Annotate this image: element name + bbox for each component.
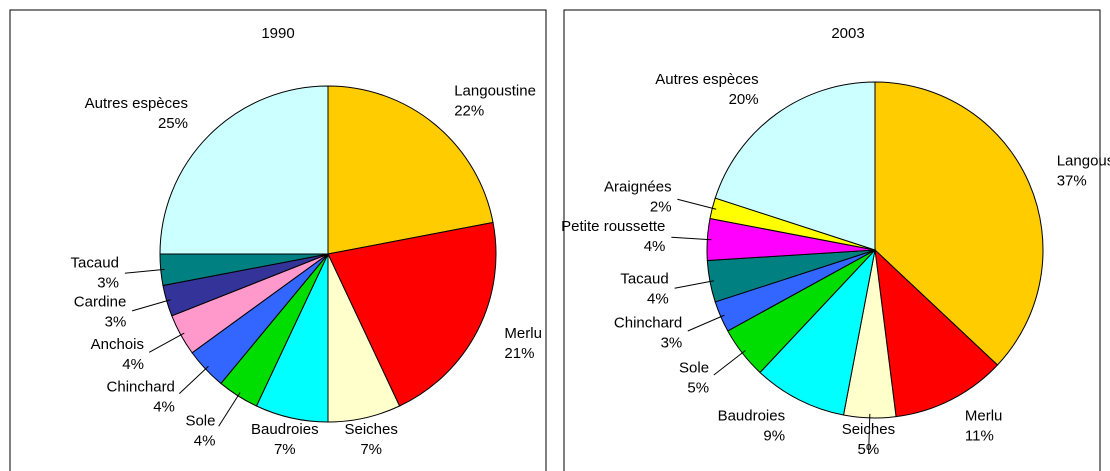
pie-slice (874, 81, 1044, 366)
slice-value: 4% (194, 432, 216, 449)
slice-value: 4% (153, 399, 175, 416)
pie-slice (714, 81, 876, 251)
pie-slice (159, 85, 329, 255)
slice-value: 4% (644, 238, 666, 255)
slice-label: Petite roussette (561, 218, 665, 235)
slice-label: Langoustine (1057, 152, 1110, 169)
slice-value: 37% (1057, 172, 1087, 189)
chart-title: 1990 (261, 25, 294, 42)
slice-value: 21% (504, 345, 534, 362)
slice-label: Tacaud (620, 270, 668, 287)
slice-label: Merlu (504, 325, 542, 342)
leader-line (687, 314, 725, 332)
slice-value: 11% (965, 427, 994, 444)
leader-line (131, 299, 171, 312)
slice-label: Autres espèces (655, 71, 758, 88)
slice-value: 25% (158, 115, 188, 132)
pie-slice (327, 85, 494, 255)
chart-title: 2003 (831, 25, 864, 42)
slice-label: Araignées (604, 179, 672, 196)
slice-label: Baudroies (251, 421, 319, 438)
slice-value: 9% (763, 427, 785, 444)
slice-label: Tacaud (71, 255, 119, 272)
slice-value: 7% (274, 441, 296, 458)
slice-label: Sole (679, 360, 709, 377)
slice-label: Anchois (91, 336, 144, 353)
slice-value: 4% (122, 356, 144, 373)
slice-value: 3% (97, 275, 119, 292)
slice-value: 5% (687, 380, 709, 397)
leader-line (178, 365, 209, 395)
slice-label: Chinchard (614, 314, 682, 331)
slice-value: 4% (647, 290, 669, 307)
pie-slice (327, 221, 497, 407)
slice-value: 2% (650, 199, 672, 216)
pie-slice (874, 248, 999, 418)
slice-label: Autres espèces (85, 95, 188, 112)
slice-value: 5% (858, 441, 880, 458)
slice-label: Seiches (842, 421, 895, 438)
slice-value: 7% (360, 441, 382, 458)
slice-label: Merlu (965, 407, 1003, 424)
slice-label: Chinchard (107, 379, 175, 396)
pie-slice (759, 248, 876, 416)
slice-label: Seiches (345, 421, 398, 438)
leader-line (677, 198, 717, 210)
leader-line (218, 392, 241, 427)
leader-line (671, 236, 712, 241)
slice-value: 22% (454, 102, 484, 119)
leader-line (868, 413, 871, 454)
leader-line (124, 268, 165, 274)
slice-value: 20% (729, 91, 759, 108)
slice-label: Sole (185, 412, 215, 429)
slice-label: Langoustine (454, 82, 536, 99)
slice-label: Cardine (74, 294, 127, 311)
slice-value: 3% (105, 314, 127, 331)
slice-label: Baudroies (718, 407, 786, 424)
leader-line (713, 350, 746, 376)
leader-line (674, 280, 714, 289)
slice-value: 3% (661, 334, 683, 351)
leader-line (148, 332, 185, 353)
